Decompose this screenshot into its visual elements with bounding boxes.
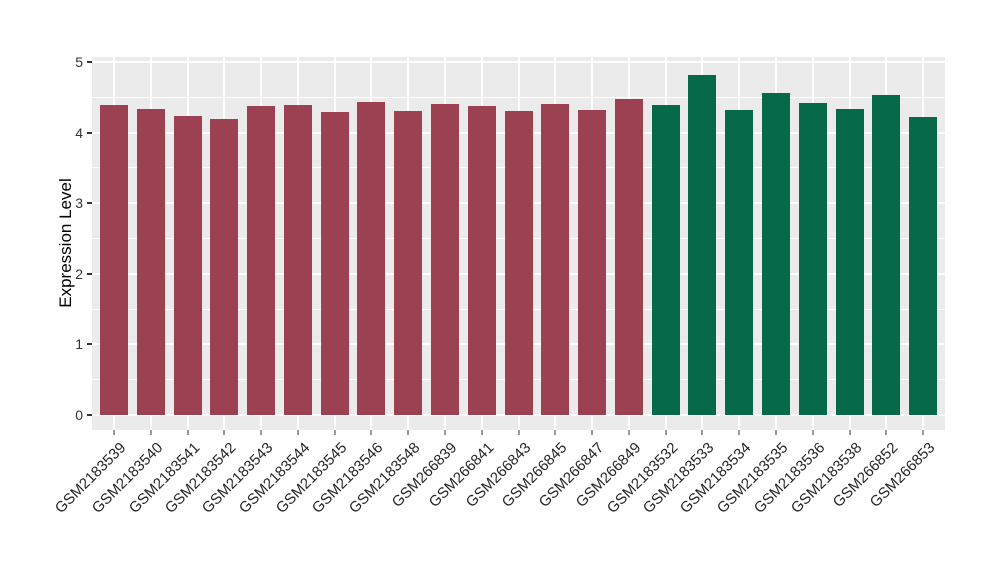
y-tick [87, 61, 92, 63]
y-tick [87, 414, 92, 416]
x-tick [922, 430, 925, 435]
x-tick [113, 430, 116, 435]
x-tick [664, 430, 667, 435]
bar-GSM2183546 [357, 101, 386, 415]
bar-GSM2183539 [100, 105, 129, 415]
x-tick [480, 430, 483, 435]
x-tick [223, 430, 226, 435]
x-tick [333, 430, 336, 435]
bar-GSM2183542 [210, 119, 239, 415]
bar-GSM2183545 [320, 112, 349, 415]
bar-GSM266843 [504, 110, 533, 415]
bar-GSM2183532 [651, 105, 680, 415]
bar-GSM2183536 [798, 102, 827, 415]
bar-GSM2183535 [761, 93, 790, 415]
y-tick-label: 1 [75, 336, 83, 353]
x-tick [407, 430, 410, 435]
x-tick [554, 430, 557, 435]
y-tick-label: 4 [75, 124, 83, 141]
bar-GSM2183534 [725, 110, 754, 415]
y-tick-label: 2 [75, 265, 83, 282]
plot-panel [92, 57, 945, 430]
bar-GSM266847 [578, 110, 607, 415]
bar-GSM266853 [909, 117, 938, 415]
x-tick [811, 430, 814, 435]
bar-GSM2183541 [173, 115, 202, 415]
y-tick-label: 5 [75, 54, 83, 70]
bar-GSM266845 [541, 104, 570, 415]
y-tick [87, 202, 92, 205]
x-tick [296, 430, 299, 435]
x-tick [591, 430, 594, 435]
x-tick [627, 430, 630, 435]
x-tick [774, 430, 777, 435]
y-tick-label: 3 [75, 195, 83, 212]
x-tick [701, 430, 704, 435]
bar-GSM2183538 [835, 108, 864, 415]
x-tick [149, 430, 152, 435]
bar-GSM2183540 [136, 109, 165, 415]
y-tick-label: 0 [75, 407, 83, 423]
y-tick [87, 272, 92, 275]
x-tick [848, 430, 851, 435]
y-tick [87, 131, 92, 134]
bar-GSM266839 [431, 104, 460, 415]
y-tick [87, 343, 92, 346]
bar-GSM2183544 [283, 105, 312, 415]
x-tick [186, 430, 189, 435]
x-tick [738, 430, 741, 435]
x-tick [370, 430, 373, 435]
bar-GSM2183543 [247, 105, 276, 415]
bar-GSM266841 [467, 106, 496, 415]
bar-GSM266849 [614, 99, 643, 415]
x-tick [885, 430, 888, 435]
x-tick [517, 430, 520, 435]
bar-GSM266852 [872, 95, 901, 415]
x-tick [444, 430, 447, 435]
x-tick [260, 430, 263, 435]
bar-GSM2183533 [688, 74, 717, 415]
bar-GSM2183548 [394, 111, 423, 415]
